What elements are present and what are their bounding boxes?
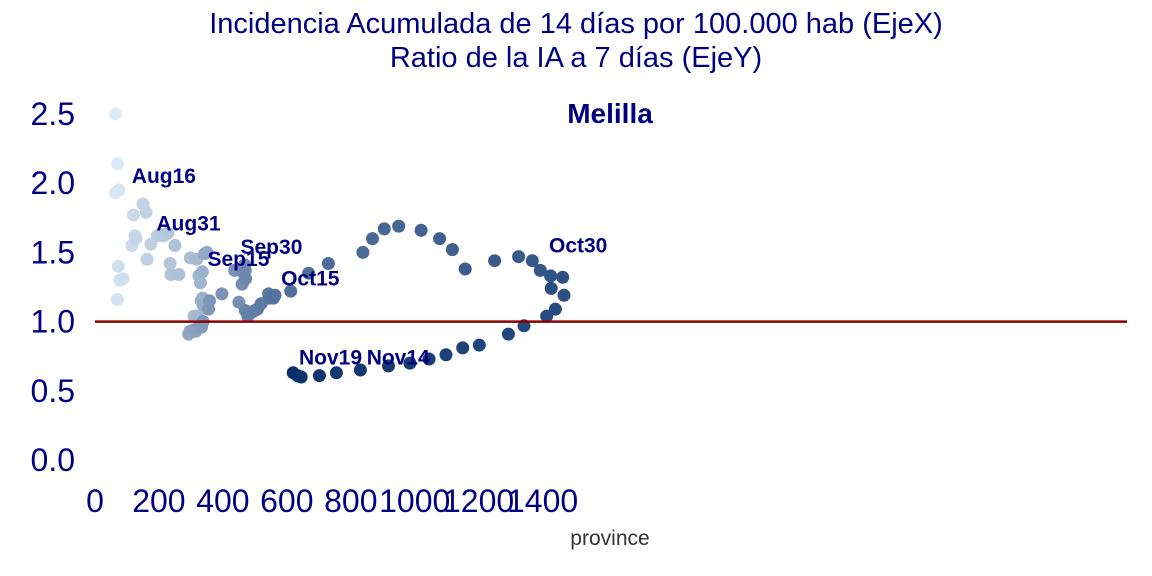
data-point <box>544 269 558 283</box>
data-point <box>501 327 515 341</box>
x-tick-label: 0 <box>86 483 104 519</box>
data-point <box>172 268 186 281</box>
data-point <box>540 309 554 323</box>
data-point <box>329 366 343 380</box>
points-layer <box>109 107 571 384</box>
data-point <box>286 366 300 380</box>
data-point <box>284 284 298 298</box>
data-point <box>129 232 143 246</box>
data-point <box>533 263 547 277</box>
y-tick-label: 2.5 <box>31 96 75 132</box>
data-point <box>140 252 154 266</box>
data-point <box>168 239 182 252</box>
x-tick-label: 1200 <box>443 483 514 519</box>
y-tick-label: 0.0 <box>31 442 75 478</box>
data-point <box>422 352 436 366</box>
data-point <box>353 363 367 377</box>
data-point <box>439 348 453 362</box>
data-point <box>110 157 124 171</box>
data-point <box>472 338 486 352</box>
data-point <box>321 257 335 270</box>
data-point <box>110 293 124 306</box>
y-tick-label: 1.5 <box>31 234 75 270</box>
data-point <box>392 219 406 233</box>
data-point <box>414 223 428 237</box>
annotation-label: Sep30 <box>241 236 303 259</box>
annotation-label: Nov19 <box>299 347 362 370</box>
data-point <box>200 245 214 259</box>
data-point <box>126 208 140 222</box>
annotation-label: Nov14 <box>367 347 430 370</box>
y-tick-label: 1.0 <box>31 304 75 340</box>
x-tick-label: 800 <box>324 483 377 519</box>
x-tick-label: 1000 <box>379 483 450 519</box>
data-point <box>456 341 470 355</box>
y-tick-label: 0.5 <box>31 373 75 409</box>
x-tick-label: 200 <box>132 483 185 519</box>
annotation-label: Sep15 <box>208 248 270 271</box>
data-point <box>161 226 175 240</box>
annotation-label: Oct15 <box>281 268 340 291</box>
x-tick-label: 400 <box>196 483 249 519</box>
data-point <box>488 254 502 268</box>
annotation-label: Aug16 <box>132 165 196 188</box>
data-point <box>111 259 125 273</box>
data-point <box>195 265 209 279</box>
data-point <box>403 356 417 370</box>
annotation-label: Aug31 <box>156 212 221 235</box>
x-tick-label: 600 <box>260 483 313 519</box>
y-tick-label: 2.0 <box>31 165 75 201</box>
data-point <box>109 107 122 121</box>
data-point <box>366 232 379 246</box>
data-point <box>302 266 316 280</box>
data-point <box>239 272 253 286</box>
data-point <box>268 288 282 302</box>
x-tick-label: 1400 <box>507 483 578 519</box>
data-point <box>203 294 216 308</box>
x-axis-label: province <box>570 527 649 550</box>
data-point <box>556 270 570 284</box>
data-point <box>112 183 126 197</box>
data-point <box>312 369 326 383</box>
data-point <box>445 243 459 257</box>
annotation-label: Oct30 <box>549 234 607 257</box>
data-point <box>356 245 370 259</box>
data-point <box>194 276 207 290</box>
data-point <box>512 250 526 264</box>
data-point <box>433 232 447 246</box>
data-point <box>525 254 539 268</box>
region-label: Melilla <box>567 98 653 129</box>
data-point <box>382 359 395 373</box>
data-point <box>544 281 558 295</box>
chart-title-line-2: Ratio de la IA a 7 días (EjeY) <box>389 42 763 74</box>
data-point <box>377 222 391 236</box>
data-point <box>215 287 229 301</box>
data-point <box>139 205 153 219</box>
data-point <box>557 288 571 302</box>
data-point <box>458 262 472 276</box>
data-point <box>116 272 130 286</box>
chart-title-line-1: Incidencia Acumulada de 14 días por 100.… <box>209 8 943 40</box>
data-point <box>548 302 562 316</box>
data-point <box>163 257 177 270</box>
